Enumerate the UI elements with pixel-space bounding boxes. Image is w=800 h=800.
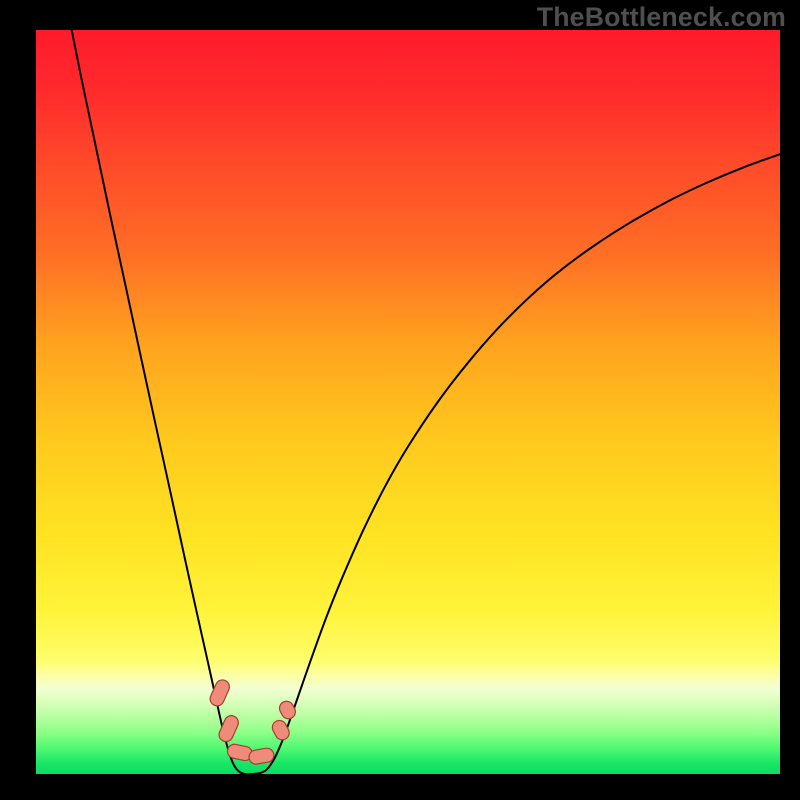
watermark-text: TheBottleneck.com (537, 2, 786, 33)
chart-container: TheBottleneck.com (0, 0, 800, 800)
plot-gradient (36, 30, 780, 774)
bottleneck-chart (0, 0, 800, 800)
